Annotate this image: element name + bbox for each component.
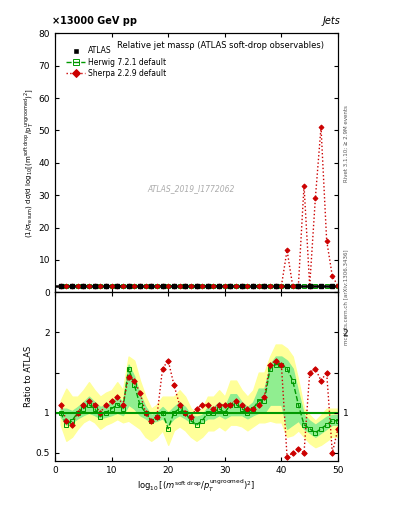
Legend: ATLAS, Herwig 7.2.1 default, Sherpa 2.2.9 default: ATLAS, Herwig 7.2.1 default, Sherpa 2.2.…: [64, 45, 168, 79]
Text: Relative jet massρ (ATLAS soft-drop observables): Relative jet massρ (ATLAS soft-drop obse…: [117, 41, 324, 50]
Text: Rivet 3.1.10; ≥ 2.9M events: Rivet 3.1.10; ≥ 2.9M events: [344, 105, 349, 182]
Y-axis label: $(1/\sigma_{\rm resum})$ d$\sigma$/d log$_{10}$[(m$^{\rm soft\ drop}$/p$_T^{\rm : $(1/\sigma_{\rm resum})$ d$\sigma$/d log…: [22, 88, 36, 238]
Y-axis label: Ratio to ATLAS: Ratio to ATLAS: [24, 346, 33, 407]
Text: mcplots.cern.ch [arXiv:1306.3436]: mcplots.cern.ch [arXiv:1306.3436]: [344, 249, 349, 345]
Text: Jets: Jets: [323, 15, 341, 26]
Text: ATLAS_2019_I1772062: ATLAS_2019_I1772062: [147, 184, 235, 193]
Text: ×13000 GeV pp: ×13000 GeV pp: [52, 15, 137, 26]
X-axis label: $\log_{10}[(m^{\rm soft\ drop}/p_T^{\rm ungroomed})^2]$: $\log_{10}[(m^{\rm soft\ drop}/p_T^{\rm …: [138, 477, 255, 494]
